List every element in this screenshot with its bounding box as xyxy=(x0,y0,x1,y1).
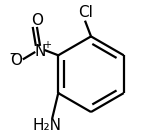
Text: +: + xyxy=(43,40,51,50)
Text: O: O xyxy=(10,53,22,68)
Text: O: O xyxy=(31,13,43,28)
Text: –: – xyxy=(9,48,16,62)
Text: N: N xyxy=(34,44,46,59)
Text: Cl: Cl xyxy=(78,5,93,20)
Text: H₂N: H₂N xyxy=(32,118,61,133)
